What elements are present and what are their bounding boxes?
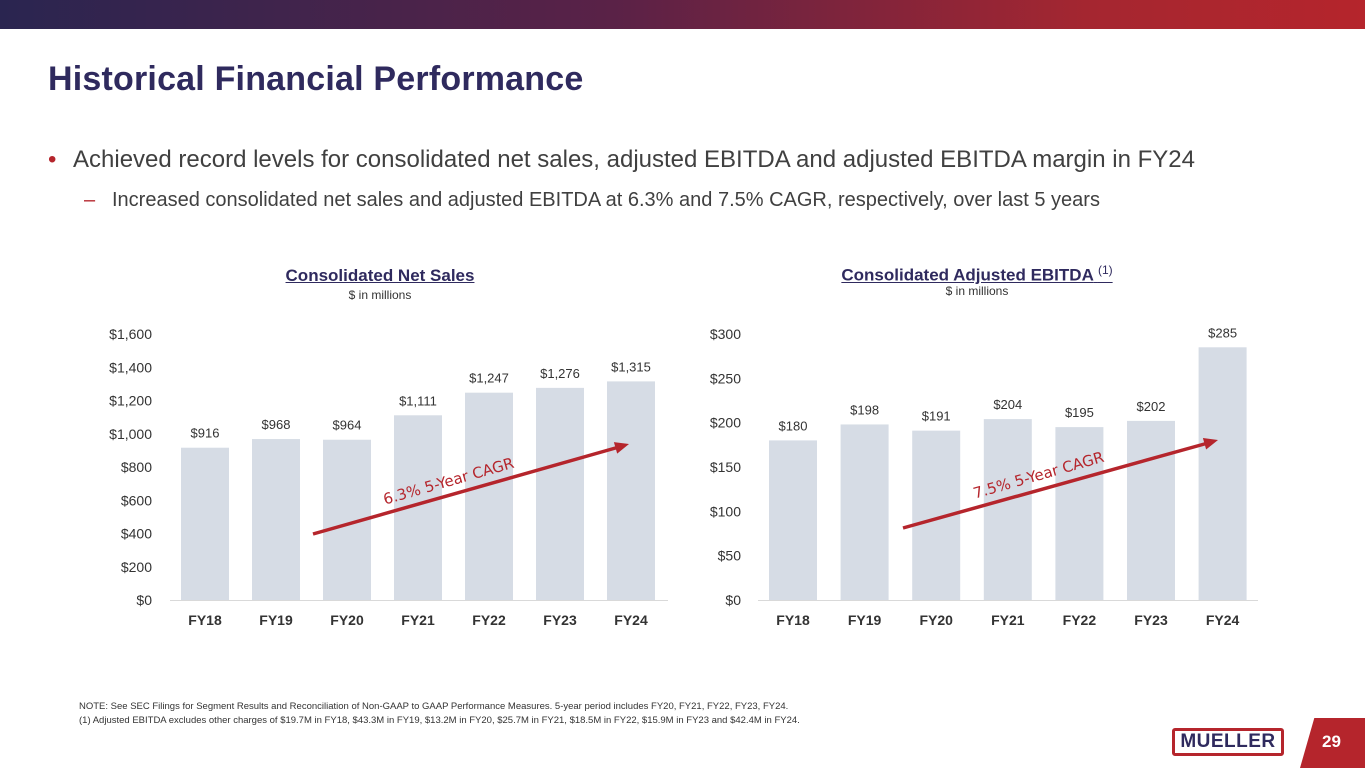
- footnotes: NOTE: See SEC Filings for Segment Result…: [79, 700, 800, 728]
- page-title: Historical Financial Performance: [48, 60, 584, 98]
- net-sales-category-label: FY21: [401, 612, 435, 628]
- net-sales-data-label: $964: [333, 418, 362, 433]
- ebitda-ytick-label: $300: [710, 326, 741, 342]
- net-sales-ytick-label: $1,400: [109, 359, 152, 375]
- sub-bullet-point: – Increased consolidated net sales and ad…: [84, 189, 1100, 212]
- ebitda-category-label: FY19: [848, 612, 882, 628]
- ebitda-ytick-label: $200: [710, 415, 741, 431]
- net-sales-chart-title: Consolidated Net Sales: [230, 266, 530, 286]
- ebitda-ytick-label: $50: [718, 548, 742, 564]
- net-sales-data-label: $1,315: [611, 359, 651, 374]
- ebitda-bar: [983, 419, 1032, 600]
- logo-text: MUELLER: [1180, 731, 1276, 752]
- net-sales-cagr-arrow-line: [312, 445, 620, 536]
- sub-bullet-marker: –: [84, 189, 96, 211]
- bullet-point: • Achieved record levels for consolidated…: [48, 146, 1195, 174]
- ebitda-ytick-label: $150: [710, 459, 741, 475]
- ebitda-category-label: FY23: [1134, 612, 1168, 628]
- net-sales-ytick-label: $800: [121, 459, 152, 475]
- ebitda-bar: [840, 424, 889, 600]
- net-sales-ytick-label: $1,000: [109, 426, 152, 442]
- ebitda-data-label: $202: [1137, 399, 1166, 414]
- net-sales-category-label: FY20: [330, 612, 364, 628]
- bullet-text: Achieved record levels for consolidated …: [73, 146, 1195, 173]
- net-sales-ytick-label: $0: [136, 592, 152, 608]
- net-sales-ytick-label: $200: [121, 559, 152, 575]
- net-sales-data-label: $1,276: [540, 366, 580, 381]
- net-sales-category-label: FY18: [188, 612, 222, 628]
- ebitda-data-label: $195: [1065, 405, 1094, 420]
- net-sales-ytick-label: $600: [121, 492, 152, 508]
- ebitda-data-label: $191: [922, 409, 951, 424]
- net-sales-ytick-label: $400: [121, 526, 152, 542]
- ebitda-bar: [1055, 427, 1104, 600]
- net-sales-bar: [536, 387, 584, 600]
- ebitda-cagr-arrow-head: [1202, 437, 1218, 450]
- ebitda-bar: [1127, 420, 1175, 600]
- ebitda-data-label: $285: [1208, 325, 1237, 340]
- ebitda-ytick-label: $250: [710, 370, 741, 386]
- ebitda-bar: [1198, 347, 1247, 600]
- net-sales-bar: [465, 392, 513, 600]
- ebitda-category-label: FY24: [1206, 612, 1240, 628]
- net-sales-ytick-label: $1,600: [109, 326, 152, 342]
- ebitda-ytick-label: $0: [725, 592, 741, 608]
- bullet-marker: •: [48, 146, 57, 173]
- mueller-logo: MUELLER: [1172, 728, 1284, 756]
- net-sales-bar: [181, 447, 229, 600]
- ebitda-data-label: $180: [779, 418, 808, 433]
- ebitda-bar: [769, 440, 817, 600]
- page-number: 29: [1322, 732, 1341, 751]
- net-sales-category-label: FY24: [614, 612, 648, 628]
- net-sales-data-label: $916: [191, 426, 220, 441]
- net-sales-bar: [252, 439, 300, 600]
- net-sales-category-label: FY22: [472, 612, 506, 628]
- net-sales-chart-subtitle: $ in millions: [348, 288, 412, 302]
- ebitda-title-text: Consolidated Adjusted EBITDA: [841, 265, 1094, 285]
- net-sales-ytick-label: $1,200: [109, 393, 152, 409]
- net-sales-category-label: FY23: [543, 612, 577, 628]
- ebitda-chart-subtitle: $ in millions: [945, 284, 1009, 298]
- ebitda-category-label: FY21: [991, 612, 1025, 628]
- net-sales-title-text: Consolidated Net Sales: [285, 266, 475, 285]
- ebitda-data-label: $198: [850, 402, 879, 417]
- ebitda-category-label: FY20: [919, 612, 953, 628]
- ebitda-ytick-label: $100: [710, 503, 741, 519]
- ebitda-category-label: FY18: [776, 612, 810, 628]
- ebitda-title-footnote: (1): [1097, 263, 1113, 277]
- net-sales-cagr-arrow-head: [613, 442, 629, 454]
- ebitda-data-label: $204: [993, 397, 1022, 412]
- sub-bullet-text: Increased consolidated net sales and adj…: [112, 189, 1100, 211]
- note-line-1: NOTE: See SEC Filings for Segment Result…: [79, 701, 789, 712]
- net-sales-data-label: $1,111: [399, 393, 437, 408]
- net-sales-data-label: $968: [262, 417, 291, 432]
- top-gradient-bar: [0, 0, 1365, 29]
- ebitda-cagr-arrow-line: [902, 441, 1209, 530]
- net-sales-bar: [607, 381, 655, 600]
- ebitda-chart-title: Consolidated Adjusted EBITDA (1): [817, 263, 1137, 286]
- note-line-2: (1) Adjusted EBITDA excludes other charg…: [79, 715, 800, 726]
- net-sales-category-label: FY19: [259, 612, 293, 628]
- ebitda-category-label: FY22: [1063, 612, 1097, 628]
- net-sales-data-label: $1,247: [469, 371, 509, 386]
